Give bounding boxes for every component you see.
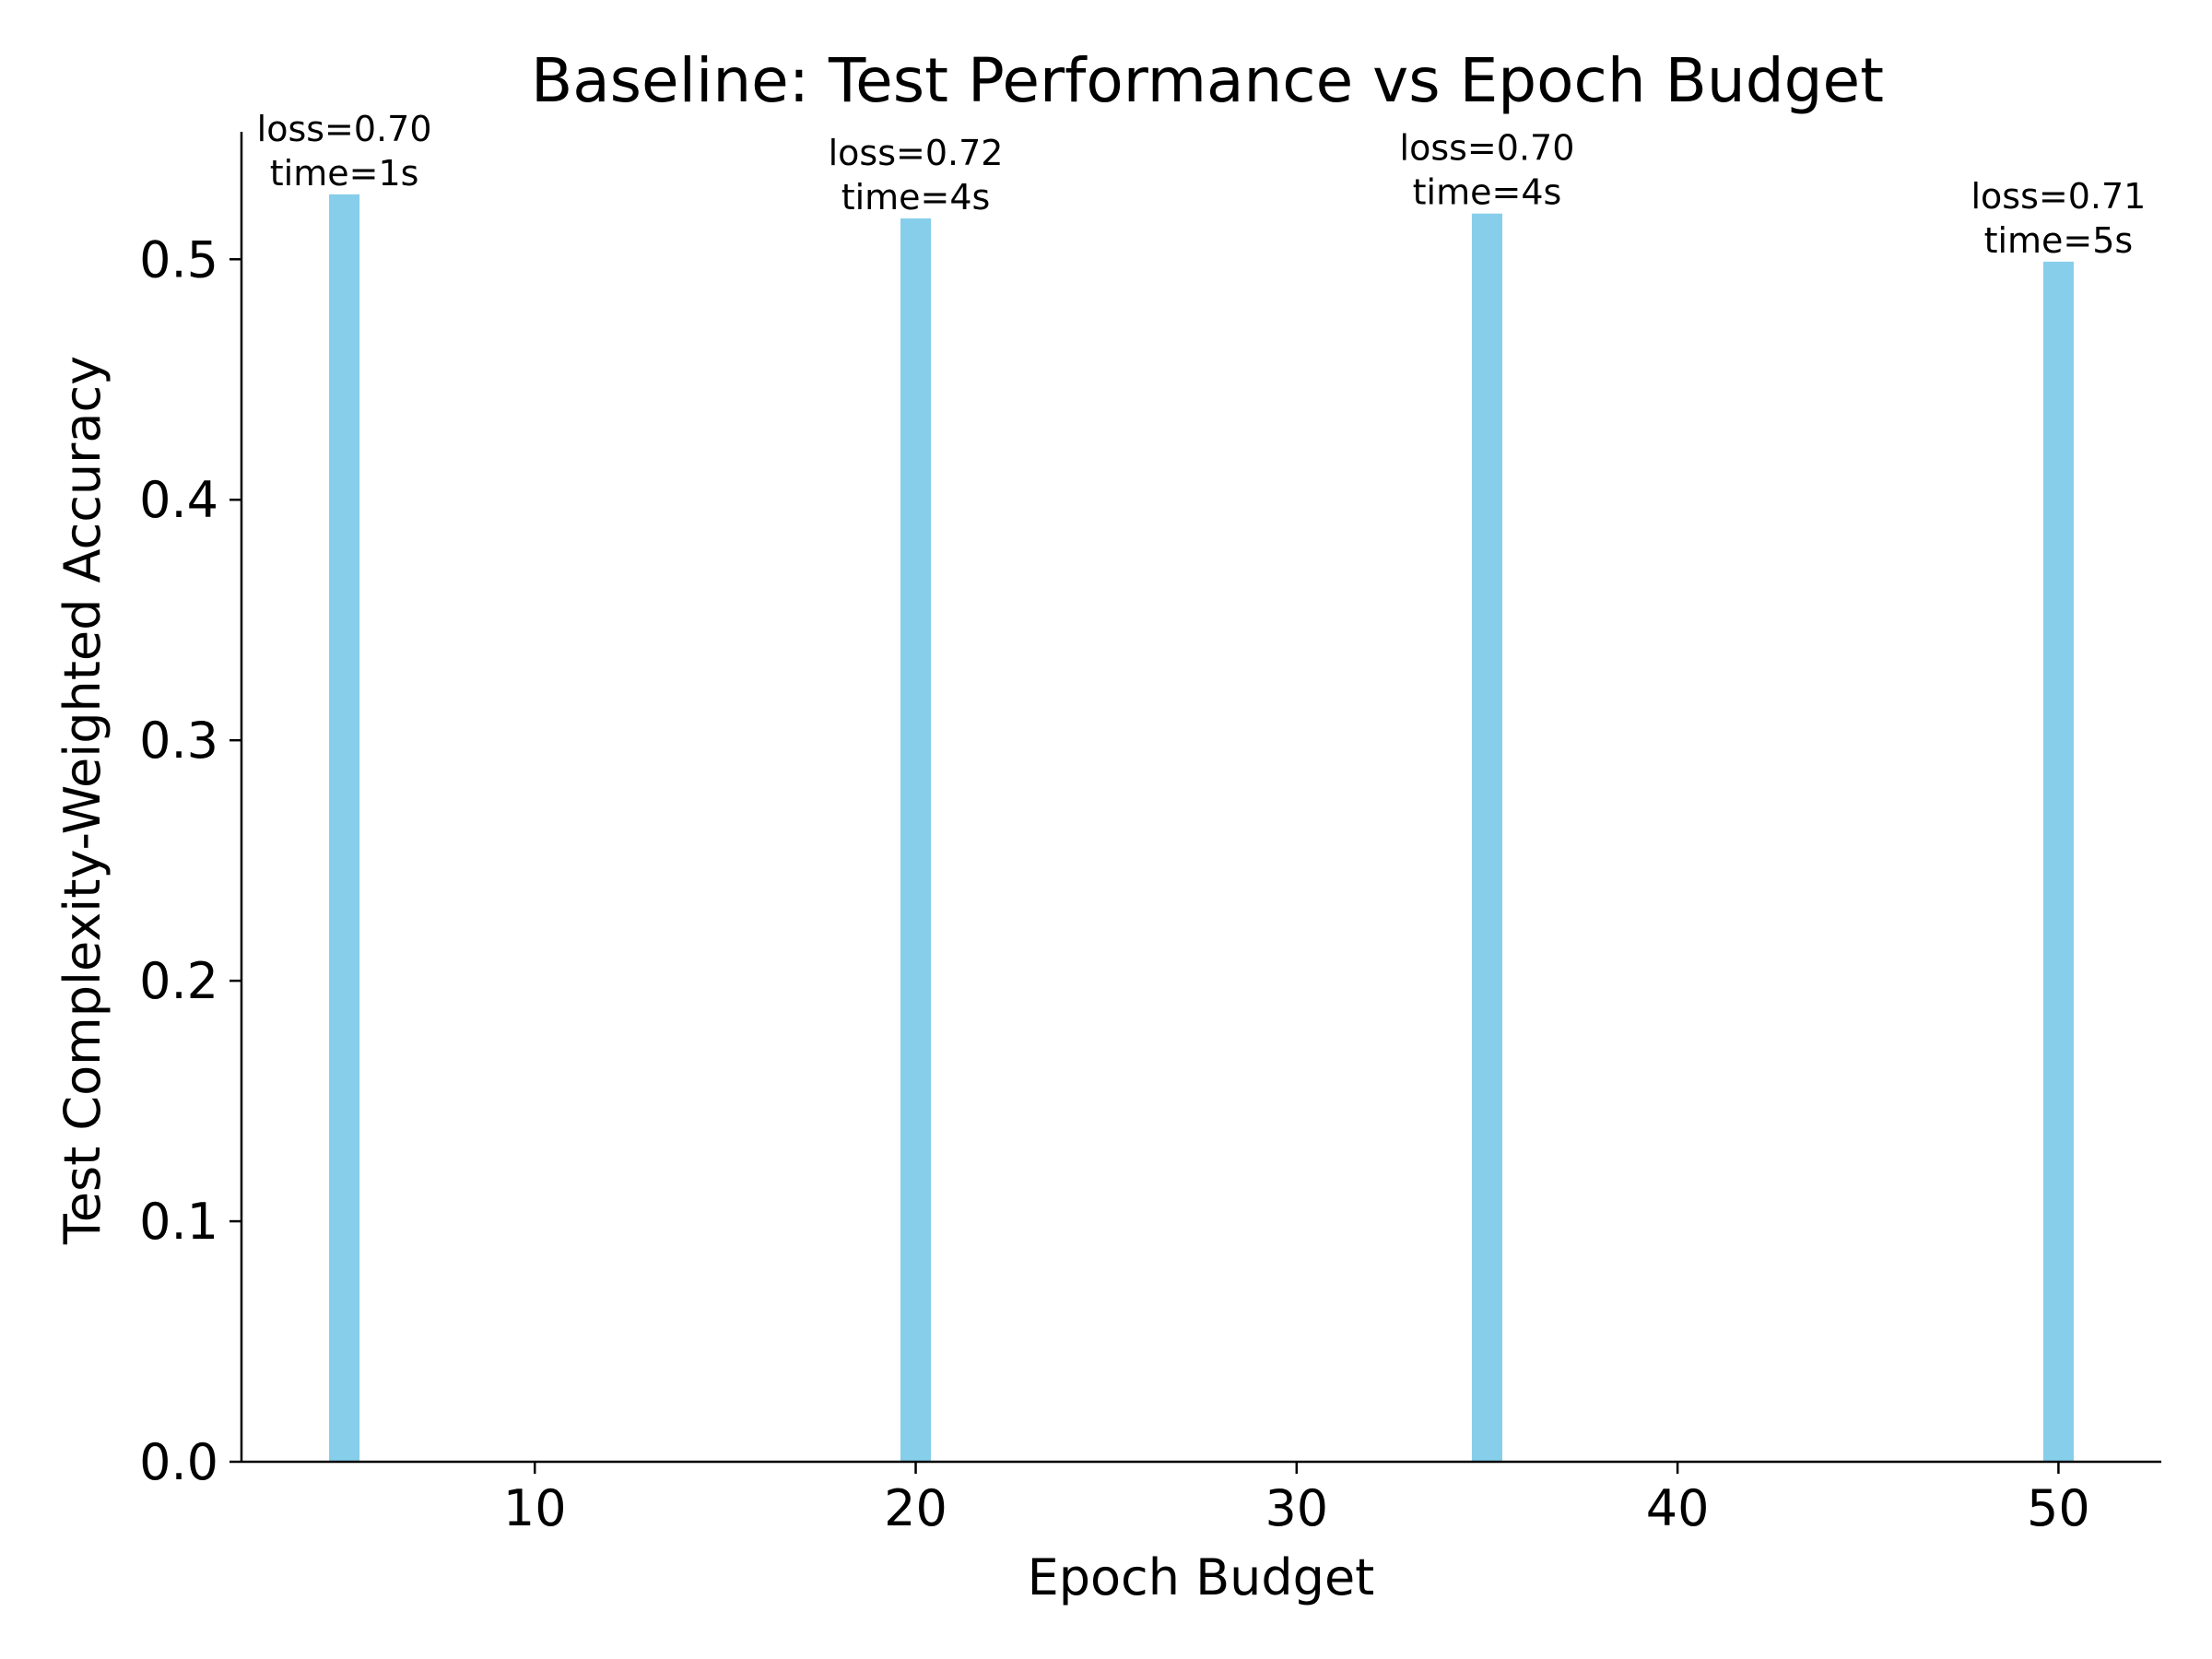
bar-5 <box>329 194 360 1462</box>
bar-50 <box>2042 261 2074 1463</box>
x-ticks-group: 10 20 30 40 50 <box>503 1462 2090 1537</box>
bar-label-loss-35: loss=0.70 <box>1400 128 1575 169</box>
bars-group <box>329 194 2074 1463</box>
bar-20 <box>900 218 932 1463</box>
y-tick-label-3: 0.3 <box>139 712 218 770</box>
chart-title: Baseline: Test Performance vs Epoch Budg… <box>531 45 1884 116</box>
y-tick-label-2: 0.2 <box>139 952 218 1010</box>
bar-label-loss-20: loss=0.72 <box>829 133 1004 173</box>
y-tick-label-5: 0.5 <box>139 230 218 288</box>
axes-group <box>240 132 2161 1464</box>
x-tick-label-20: 20 <box>884 1479 947 1537</box>
bar-35 <box>1471 213 1503 1462</box>
y-ticks-group: 0.0 0.1 0.2 0.3 0.4 0.5 <box>139 230 241 1491</box>
x-tick-label-30: 30 <box>1265 1479 1328 1537</box>
x-tick-label-10: 10 <box>503 1479 567 1537</box>
bar-label-time-20: time=4s <box>841 177 991 218</box>
y-tick-label-0: 0.0 <box>139 1433 218 1491</box>
bar-label-time-50: time=5s <box>1984 220 2134 261</box>
y-tick-label-1: 0.1 <box>139 1193 218 1251</box>
x-tick-label-40: 40 <box>1646 1479 1710 1537</box>
bar-label-loss-50: loss=0.71 <box>1971 176 2146 217</box>
bar-label-time-35: time=4s <box>1413 172 1562 213</box>
bar-label-loss-5: loss=0.70 <box>257 109 432 149</box>
x-tick-label-50: 50 <box>2027 1479 2090 1537</box>
bar-label-time-5: time=1s <box>270 153 419 194</box>
y-axis-label: Test Complexity-Weighted Accuracy <box>53 356 112 1245</box>
x-axis-label: Epoch Budget <box>1028 1548 1375 1606</box>
y-tick-label-4: 0.4 <box>139 471 218 529</box>
